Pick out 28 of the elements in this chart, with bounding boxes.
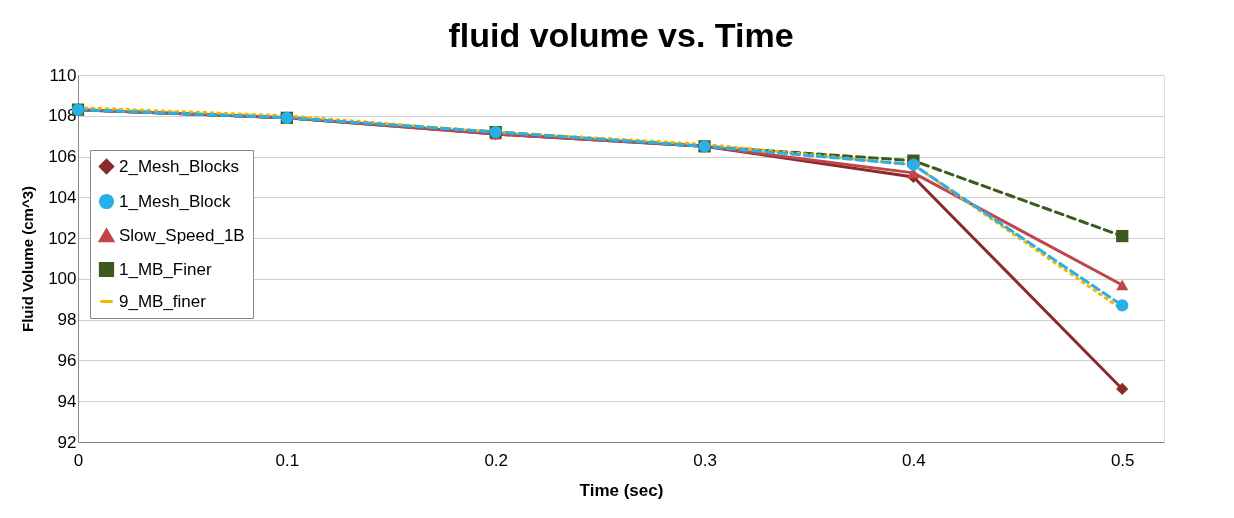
y-axis-title: Fluid Volume (cm^3) [19,186,37,332]
point [907,158,920,171]
x-tick-label: 0.3 [693,450,717,470]
legend-label: 9_MB_finer [119,291,207,311]
x-tick-label: 0.4 [902,450,926,470]
legend-label: 1_Mesh_Block [119,191,231,211]
x-tick-label: 0.2 [484,450,509,470]
legend-label: Slow_Speed_1B [119,225,245,245]
legend-label: 1_MB_Finer [119,259,212,279]
y-tick-label: 100 [48,269,77,289]
point [1116,229,1129,243]
point [1116,382,1129,396]
y-tick-label: 92 [57,432,77,452]
x-axis-title: Time (sec) [579,480,664,500]
y-tick-label: 94 [57,391,77,411]
y-tick-label: 102 [48,228,77,248]
y-tick-label: 106 [48,147,77,167]
y-tick-label: 104 [48,187,77,207]
legend-label: 2_Mesh_Blocks [119,156,240,176]
x-tick-label: 0.1 [275,450,300,470]
point [1116,279,1129,291]
y-tick-label: 98 [57,310,77,330]
point [1116,299,1129,312]
y-tick-label: 96 [57,350,77,370]
x-tick-label: 0.5 [1110,450,1135,470]
x-tick-label: 0 [73,450,84,470]
y-tick-label: 110 [49,65,77,85]
chart-title: fluid volume vs. Time [448,16,794,54]
